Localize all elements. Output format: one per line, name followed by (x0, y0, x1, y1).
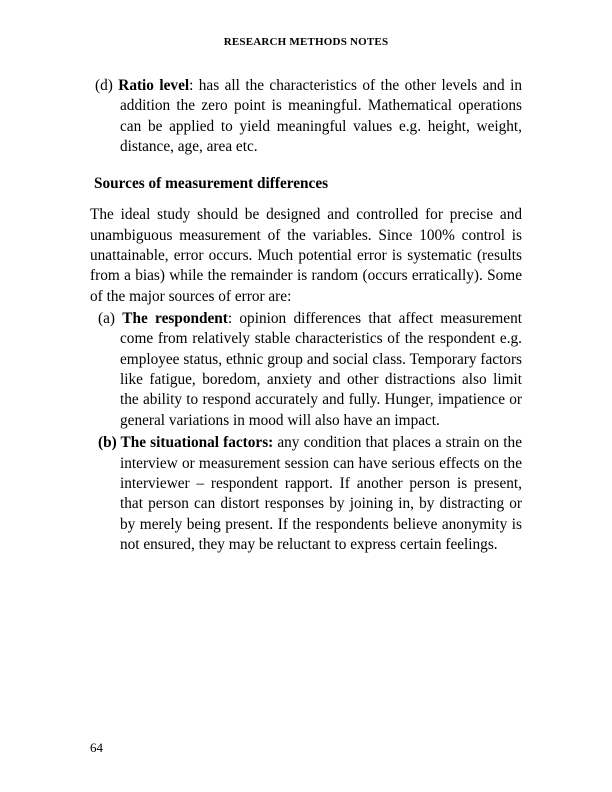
list-item-d: (d) Ratio level: has all the characteris… (90, 76, 522, 157)
sub-a-label: The respondent (122, 310, 228, 327)
list-item-a: (a) The respondent: opinion differences … (90, 309, 522, 431)
list-item-b: (b) The situational factors: any conditi… (90, 433, 522, 555)
page-number: 64 (90, 740, 103, 756)
sub-a-marker: (a) (98, 310, 122, 327)
sub-a-text: : opinion differences that affect measur… (120, 310, 522, 429)
item-d-marker: (d) (95, 77, 118, 94)
intro-paragraph: The ideal study should be designed and c… (90, 205, 522, 307)
sub-b-label: The situational factors: (121, 434, 274, 451)
sub-b-text: any condition that places a strain on th… (120, 434, 522, 553)
item-d-label: Ratio level (118, 77, 189, 94)
page-header: RESEARCH METHODS NOTES (90, 36, 522, 48)
section-title: Sources of measurement differences (94, 175, 522, 193)
sub-b-marker: (b) (98, 434, 121, 451)
page: RESEARCH METHODS NOTES (d) Ratio level: … (0, 0, 612, 792)
